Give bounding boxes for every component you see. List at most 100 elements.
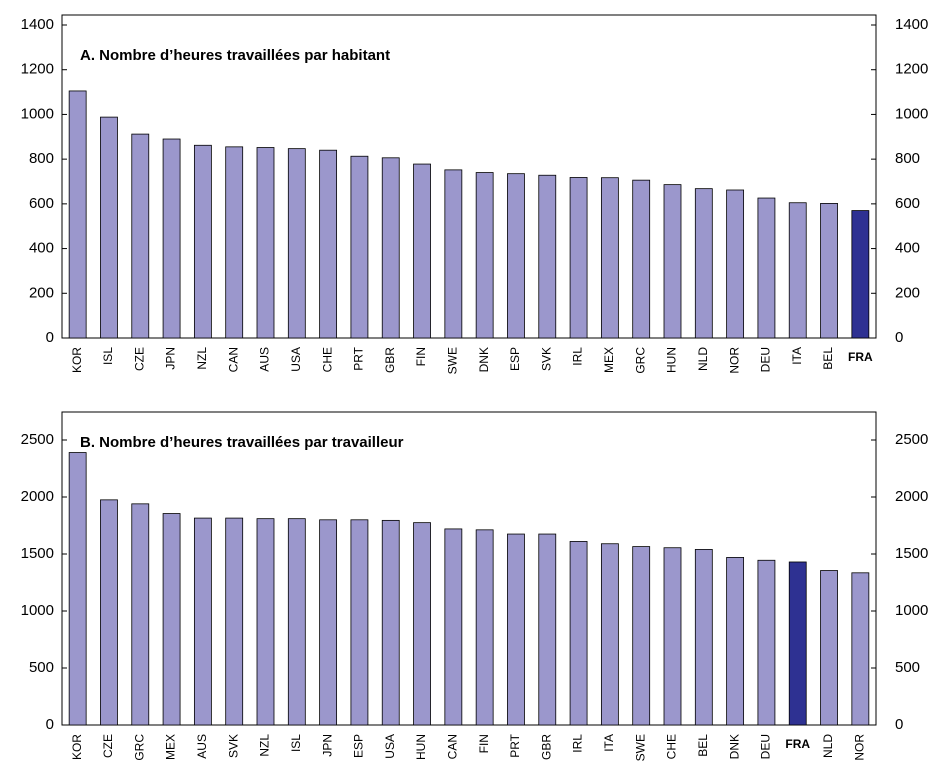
y-tick-label: 400: [29, 240, 54, 257]
bar: [100, 116, 118, 339]
y-tick-label: 500: [29, 659, 54, 676]
bar: [68, 452, 87, 726]
bar: [538, 174, 557, 339]
x-tick-label: AUS: [195, 734, 209, 759]
x-tick-label: CAN: [226, 347, 240, 372]
bar: [256, 147, 275, 339]
bar: [100, 499, 118, 726]
x-tick-label: ISL: [101, 347, 115, 365]
bar: [600, 543, 619, 726]
bar: [788, 202, 807, 339]
x-tick-label: PRT: [352, 346, 366, 370]
bar: [538, 533, 557, 726]
bar: [444, 528, 463, 726]
y2-tick-label: 600: [895, 195, 920, 212]
bar: [600, 177, 619, 339]
x-tick-label: KOR: [70, 734, 84, 760]
x-tick-label: NZL: [195, 347, 209, 370]
x-tick-label: DEU: [759, 347, 773, 372]
bar: [413, 522, 431, 726]
bar: [475, 529, 494, 726]
x-tick-label: SWE: [633, 734, 647, 761]
bar: [851, 572, 870, 726]
x-tick-label: CZE: [101, 734, 115, 758]
bar: [820, 203, 838, 339]
y2-tick-label: 500: [895, 659, 920, 676]
bar: [256, 518, 275, 726]
plot-frame: [61, 411, 877, 726]
y2-tick-label: 1500: [895, 545, 928, 562]
x-tick-label: CHE: [320, 347, 334, 372]
x-tick-label: CAN: [446, 734, 460, 759]
bar: [507, 533, 525, 726]
bar: [381, 519, 400, 726]
bar: [507, 173, 525, 339]
bar: [350, 519, 369, 726]
x-tick-label: FIN: [414, 347, 428, 366]
y2-tick-label: 2000: [895, 488, 928, 505]
x-tick-label: GRC: [132, 734, 146, 761]
x-tick-label: MEX: [164, 734, 178, 760]
bar: [350, 155, 369, 339]
bar: [569, 177, 588, 339]
bar: [162, 513, 181, 726]
bar: [381, 157, 400, 339]
x-tick-label: IRL: [571, 347, 585, 366]
x-tick-label: DEU: [759, 734, 773, 759]
bar: [726, 189, 745, 339]
bar: [319, 519, 338, 726]
x-tick-label: BEL: [696, 734, 710, 757]
x-tick-label: NLD: [821, 734, 835, 758]
bar: [287, 518, 306, 726]
y-tick-label: 1500: [21, 545, 54, 562]
bar: [694, 549, 713, 726]
x-tick-label: ITA: [790, 347, 804, 365]
bar: [475, 172, 494, 339]
y2-tick-label: 800: [895, 150, 920, 167]
x-tick-label: ISL: [289, 734, 303, 752]
x-tick-label: NOR: [727, 347, 741, 374]
bar: [726, 557, 745, 726]
x-tick-label: FRA: [785, 737, 810, 751]
x-tick-label: GBR: [383, 347, 397, 373]
x-tick-label: AUS: [258, 347, 272, 372]
x-tick-label: ESP: [508, 347, 522, 371]
y-tick-label: 600: [29, 195, 54, 212]
y-tick-label: 1000: [21, 602, 54, 619]
x-tick-label: NOR: [853, 734, 867, 761]
x-tick-label: PRT: [508, 733, 522, 757]
y-tick-label: 2500: [21, 431, 54, 448]
x-tick-label: DNK: [477, 347, 491, 372]
x-tick-label: MEX: [602, 347, 616, 373]
y-tick-label: 800: [29, 150, 54, 167]
x-tick-label: SVK: [226, 734, 240, 758]
bar: [632, 546, 651, 726]
y-tick-label: 1200: [21, 61, 54, 78]
x-tick-label: GBR: [539, 734, 553, 760]
x-tick-label: USA: [383, 734, 397, 759]
bar: [131, 503, 150, 726]
bar: [68, 90, 87, 339]
bar: [757, 559, 776, 726]
bar: [663, 184, 682, 339]
bar: [225, 517, 244, 726]
bar: [287, 148, 306, 339]
bar: [788, 561, 807, 726]
x-tick-label: CHE: [665, 734, 679, 759]
y2-tick-label: 1000: [895, 602, 928, 619]
x-tick-label: ESP: [352, 734, 366, 758]
x-tick-label: SWE: [446, 347, 460, 374]
x-tick-label: ITA: [602, 734, 616, 752]
y2-tick-label: 400: [895, 240, 920, 257]
x-tick-label: GRC: [633, 347, 647, 374]
y2-tick-label: 2500: [895, 431, 928, 448]
chart-title: A. Nombre d’heures travaillées par habit…: [80, 47, 390, 64]
bar: [757, 197, 776, 339]
x-tick-label: NLD: [696, 347, 710, 371]
x-tick-label: KOR: [70, 347, 84, 373]
x-tick-label: DNK: [727, 734, 741, 759]
y2-tick-label: 1000: [895, 105, 928, 122]
bar: [663, 547, 682, 726]
